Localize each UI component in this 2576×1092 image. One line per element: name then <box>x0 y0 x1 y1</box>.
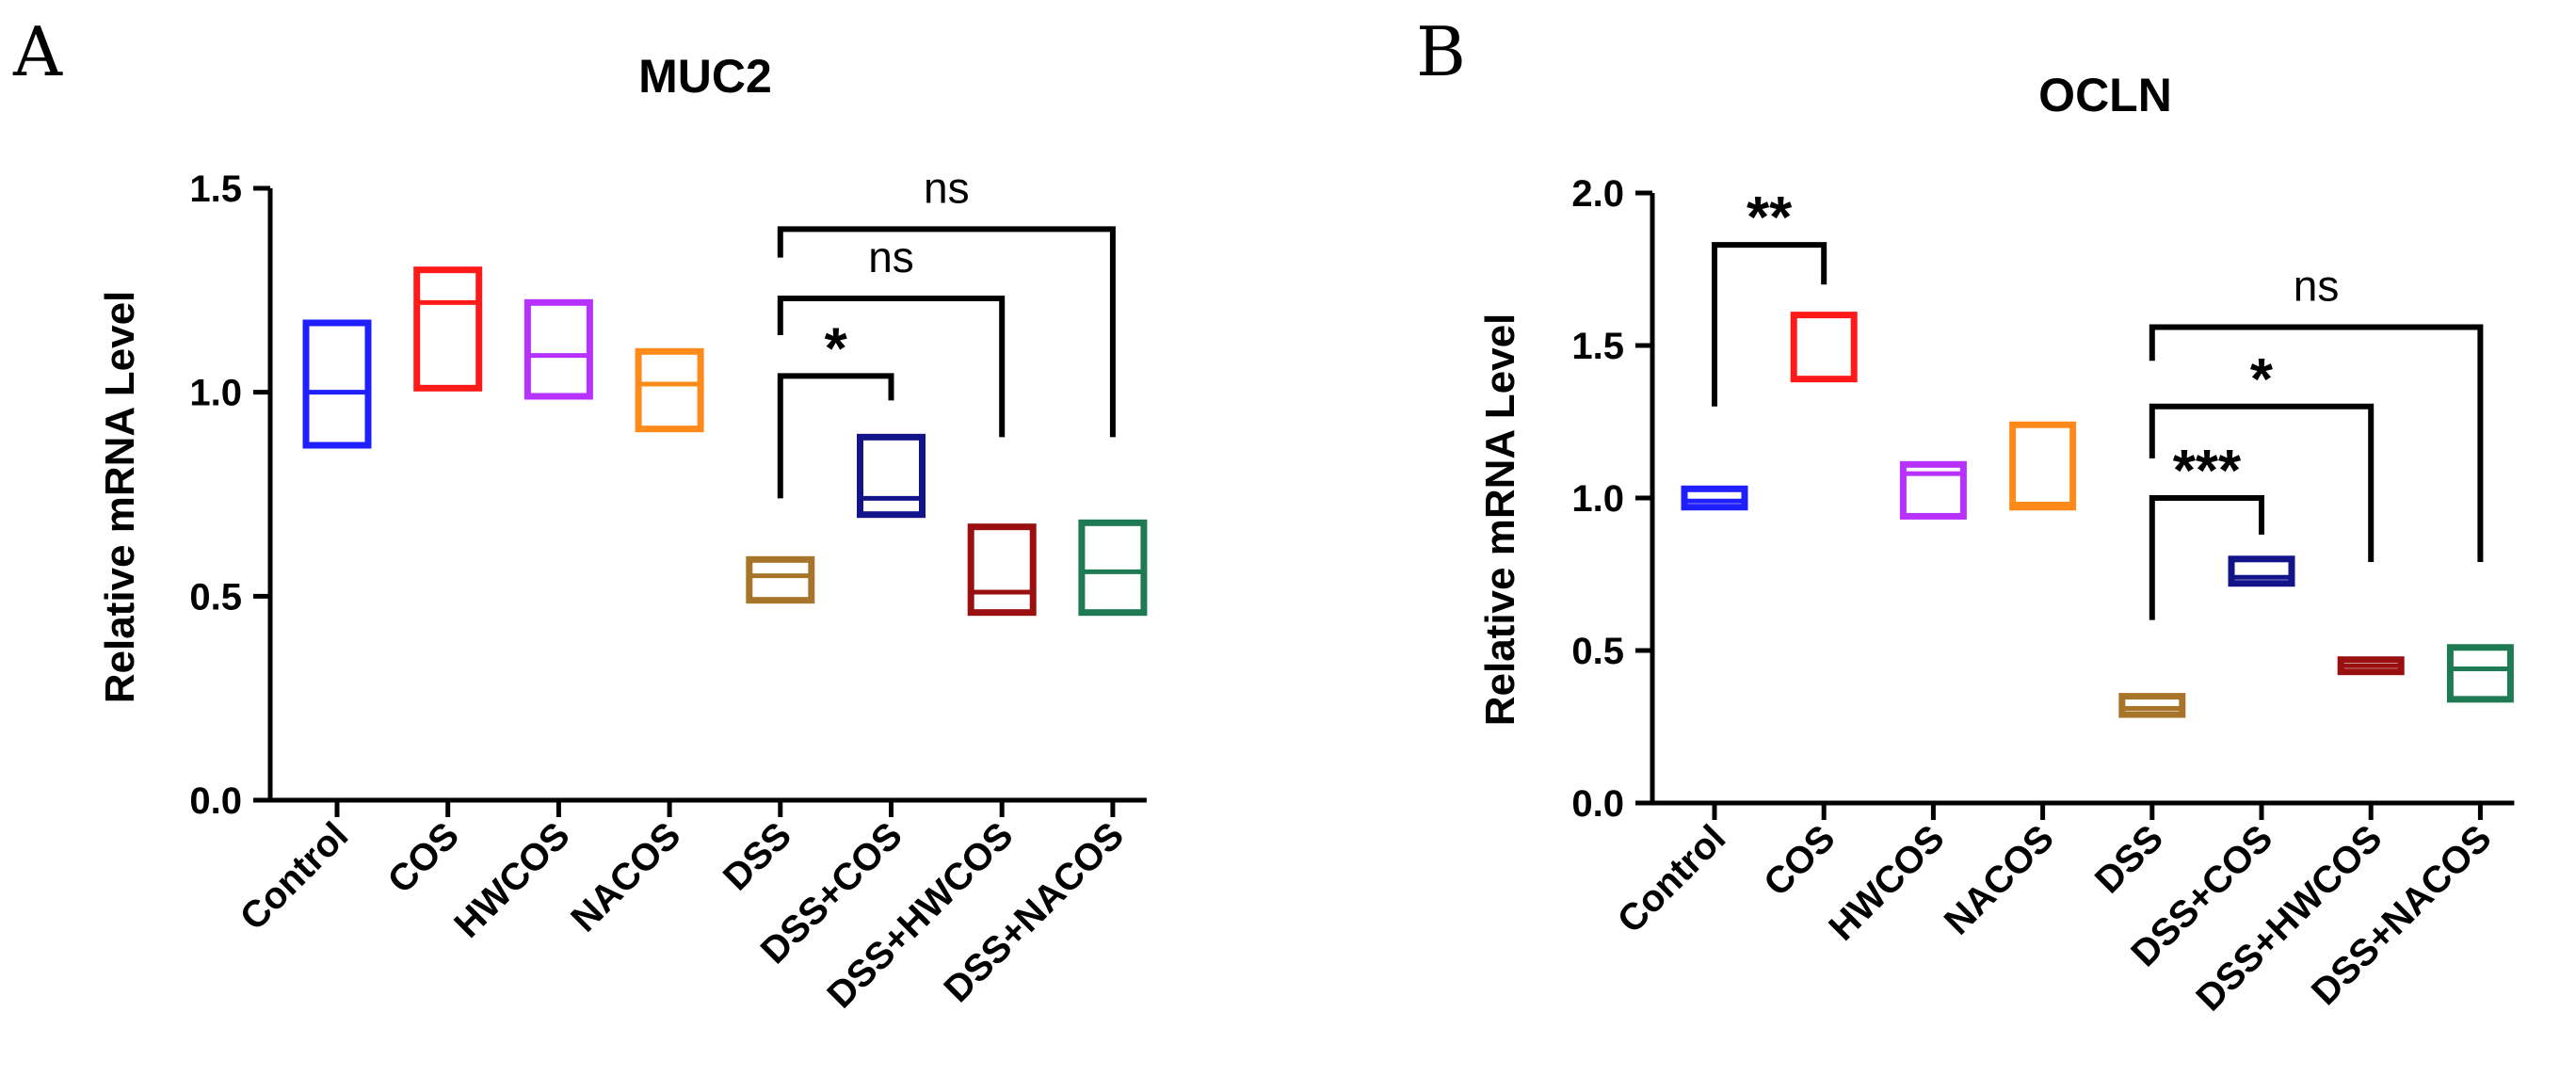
panel-a-box-nacos <box>635 347 704 433</box>
panel-a-box-control <box>302 319 372 449</box>
panel-b-boxes <box>1681 312 2514 718</box>
panel-b-sig-bracket <box>2149 403 2375 563</box>
panel-b-sig-label: * <box>2250 347 2274 412</box>
panel-b-y-tick-label: 0.5 <box>1571 631 1624 672</box>
panel-a-sig-label: ns <box>868 233 914 281</box>
panel-a-box-hwcos <box>523 298 593 400</box>
panel-a-y-tick-label: 1.5 <box>189 169 242 210</box>
panel-a-sig-bracket <box>777 296 1006 438</box>
panel-b-title: OCLN <box>2038 69 2172 121</box>
panel-b-box-control <box>1681 485 1748 511</box>
panel-a-x-tick-label: Control <box>233 814 357 939</box>
panel-b-sig-label: ** <box>1747 185 1793 250</box>
panel-a-box-dss-nacos <box>1078 519 1148 617</box>
panel-b-y-tick-label: 1.0 <box>1571 478 1624 520</box>
panel-b-sig-bracket <box>2149 324 2484 563</box>
panel-a-sig-bracket <box>777 373 894 499</box>
panel-a-box-dss-hwcos <box>967 523 1037 617</box>
panel-a-box-cos <box>413 266 483 392</box>
panel-a-x-tick-label: COS <box>380 814 467 901</box>
panel-a-letter: A <box>12 12 63 91</box>
panel-a-y-tick-label: 1.0 <box>189 373 242 414</box>
panel-a-x-tick-label: DSS <box>716 814 799 898</box>
panel-b-x-tick-label: Control <box>1610 817 1734 941</box>
panel-b-y-tick-label: 2.0 <box>1571 173 1624 215</box>
panel-a-sig-bracket <box>777 226 1116 438</box>
panel-a-y-tick-label: 0.5 <box>189 576 242 618</box>
panel-b-box-dss-cos <box>2228 555 2295 587</box>
panel-b-sig-label: *** <box>2173 439 2242 504</box>
panel-a-boxes <box>302 266 1148 617</box>
panel-b-box-dss-nacos <box>2446 644 2514 703</box>
panel-b-box-dss <box>2118 693 2186 718</box>
panel-b-significance: ******ns <box>1712 185 2484 620</box>
panel-a-x-tick-label: NACOS <box>563 814 688 939</box>
panel-b-x-tick-label: DSS <box>2087 817 2171 901</box>
panel-b-y-tick-label: 0.0 <box>1571 783 1624 825</box>
panel-b-x-tick-label: COS <box>1756 817 1843 904</box>
panel-a-sig-label: * <box>825 316 848 381</box>
panel-a: A MUC2 Relative mRNA Level 0.0 0.5 1.0 1.5 C… <box>12 12 1148 1016</box>
panel-b: B OCLN Relative mRNA Level 0.0 0.5 1.0 1.5 2… <box>1416 12 2515 1019</box>
panel-b-box-hwcos <box>1899 460 1967 520</box>
panel-a-sig-label: ns <box>924 163 970 212</box>
panel-a-y-axis-label: Relative mRNA Level <box>97 291 143 704</box>
panel-a-y-tick-label: 0.0 <box>189 780 242 822</box>
panel-b-sig-label: ns <box>2294 262 2340 311</box>
panel-b-x-tick-label: HWCOS <box>1821 817 1953 949</box>
panel-a-box-dss-cos <box>857 433 926 519</box>
panel-b-x-tick-label: NACOS <box>1937 817 2062 942</box>
panel-b-x-tick-label: DSS+HWCOS <box>2188 817 2390 1019</box>
panel-b-sig-bracket <box>1712 242 1827 407</box>
panel-b-box-cos <box>1790 312 1858 383</box>
panel-a-x-tick-label: HWCOS <box>446 814 578 946</box>
panel-b-sig-bracket <box>2149 495 2264 620</box>
panel-a-title: MUC2 <box>638 50 772 103</box>
panel-b-y-tick-label: 1.5 <box>1571 326 1624 367</box>
panel-a-box-dss <box>746 555 815 604</box>
panel-b-letter: B <box>1416 12 1466 91</box>
panel-b-y-axis-label: Relative mRNA Level <box>1477 313 1523 727</box>
panel-b-box-nacos <box>2009 421 2077 511</box>
